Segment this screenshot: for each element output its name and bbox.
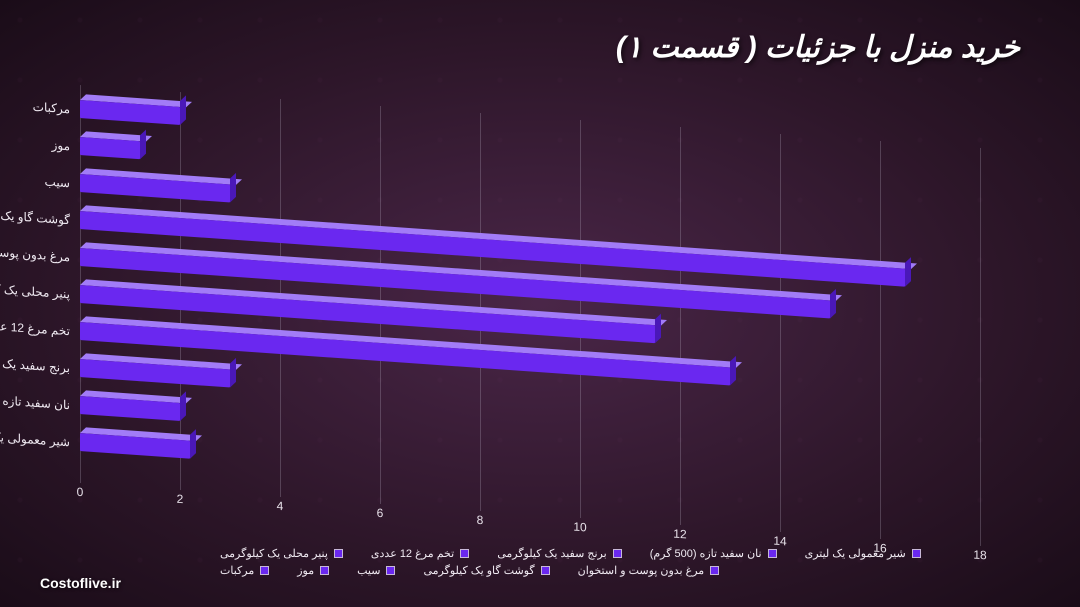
legend-label: گوشت گاو یک کیلوگرمی	[423, 564, 534, 577]
y-axis-label: پنیر محلی یک کیلوگرمی	[0, 279, 70, 301]
watermark: Costoflive.ir	[40, 575, 121, 591]
legend-item: موز	[297, 564, 329, 577]
legend-label: شیر معمولی یک لیتری	[805, 547, 906, 560]
bar	[80, 396, 180, 421]
legend-label: برنج سفید یک کیلوگرمی	[497, 547, 607, 560]
x-axis-label: 4	[277, 499, 284, 513]
legend-label: سیب	[357, 564, 380, 577]
x-axis-label: 6	[377, 506, 384, 520]
legend-item: مرکبات	[220, 564, 269, 577]
legend-label: مرکبات	[220, 564, 254, 577]
y-axis-label: شیر معمولی یک لیتری	[0, 427, 70, 449]
legend-item: تخم مرغ 12 عددی	[371, 547, 469, 560]
legend-item: برنج سفید یک کیلوگرمی	[497, 547, 622, 560]
bar	[80, 137, 140, 159]
legend-swatch	[334, 549, 343, 558]
legend-label: موز	[297, 564, 314, 577]
legend-label: نان سفید تازه (500 گرم)	[650, 547, 762, 560]
legend-swatch	[460, 549, 469, 558]
legend-item: پنیر محلی یک کیلوگرمی	[220, 547, 343, 560]
gridline	[980, 148, 981, 528]
y-axis-label: گوشت گاو یک کیلوگرمی	[0, 204, 70, 226]
x-axis-label: 8	[477, 513, 484, 527]
legend-swatch	[710, 566, 719, 575]
y-axis-label: تخم مرغ 12 عددی	[0, 317, 70, 337]
legend-item: سیب	[357, 564, 395, 577]
chart-bars: مرکباتموزسیبگوشت گاو یک کیلوگرمیمرغ بدون…	[80, 85, 980, 528]
y-axis-label: نان سفید تازه (500 گرم)	[0, 389, 70, 412]
bar	[80, 100, 180, 125]
legend-swatch	[541, 566, 550, 575]
y-axis-label: سیب	[45, 174, 70, 190]
y-axis-label: مرغ بدون پوست و...	[0, 243, 70, 264]
legend-swatch	[320, 566, 329, 575]
chart-legend: شیر معمولی یک لیتری نان سفید تازه (500 گر…	[220, 547, 940, 577]
legend-label: تخم مرغ 12 عددی	[371, 547, 454, 560]
bar	[80, 359, 230, 387]
x-axis-label: 0	[77, 485, 84, 499]
legend-label: مرغ بدون پوست و استخوان	[578, 564, 705, 577]
bar-chart: 024681012141618 مرکباتموزسیبگوشت گاو یک …	[80, 85, 980, 528]
y-axis-label: برنج سفید یک کیلوگرمی	[0, 352, 70, 374]
bar	[80, 433, 190, 459]
legend-item: شیر معمولی یک لیتری	[805, 547, 921, 560]
legend-item: نان سفید تازه (500 گرم)	[650, 547, 777, 560]
chart-title: خرید منزل با جزئیات ( قسمت ۱)	[616, 30, 1020, 65]
legend-swatch	[912, 549, 921, 558]
y-axis-label: موز	[52, 138, 70, 153]
legend-swatch	[386, 566, 395, 575]
legend-swatch	[260, 566, 269, 575]
legend-item: گوشت گاو یک کیلوگرمی	[423, 564, 549, 577]
x-axis-label: 12	[673, 526, 686, 541]
x-axis-label: 10	[573, 519, 586, 534]
legend-swatch	[768, 549, 777, 558]
legend-swatch	[613, 549, 622, 558]
legend-item: مرغ بدون پوست و استخوان	[578, 564, 720, 577]
x-axis-label: 2	[177, 492, 184, 506]
x-axis-label: 18	[973, 547, 986, 562]
y-axis-label: مرکبات	[33, 99, 70, 116]
legend-label: پنیر محلی یک کیلوگرمی	[220, 547, 328, 560]
bar	[80, 174, 230, 202]
